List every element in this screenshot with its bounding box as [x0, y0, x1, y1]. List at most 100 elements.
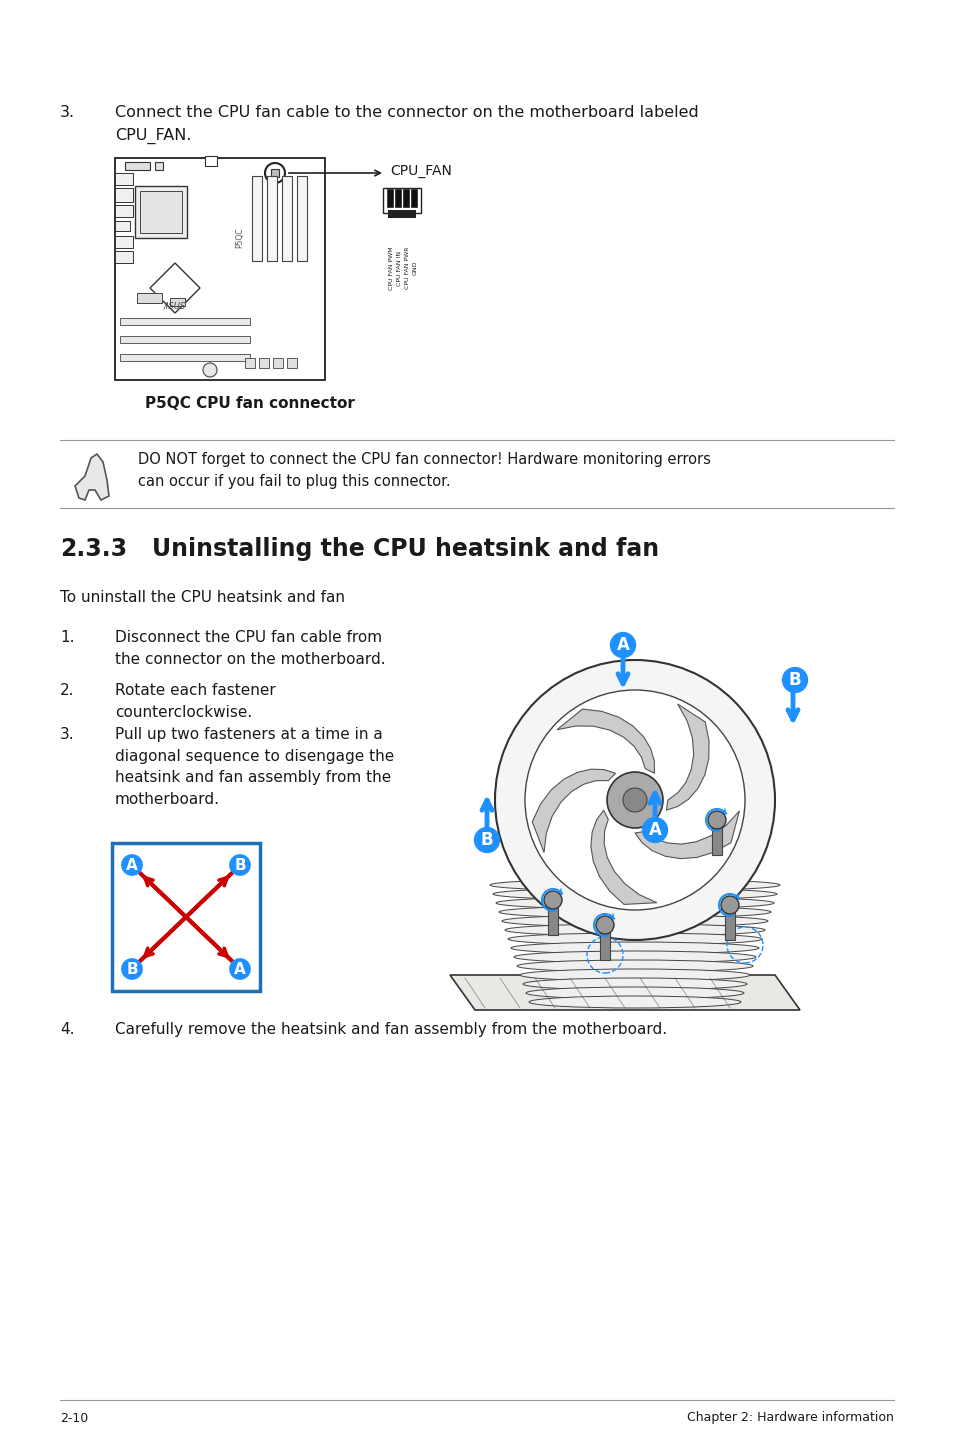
- Bar: [296, 175, 307, 262]
- Bar: [387, 188, 393, 207]
- Bar: [115, 236, 132, 247]
- Circle shape: [622, 788, 646, 812]
- Circle shape: [524, 690, 744, 910]
- Bar: [282, 175, 292, 262]
- Polygon shape: [532, 769, 615, 853]
- Text: P5QC: P5QC: [235, 227, 244, 249]
- Text: CPU FAN IN: CPU FAN IN: [396, 250, 401, 286]
- Text: Carefully remove the heatsink and fan assembly from the motherboard.: Carefully remove the heatsink and fan as…: [115, 1022, 666, 1037]
- Ellipse shape: [522, 978, 746, 989]
- Bar: [382, 188, 420, 213]
- Bar: [120, 354, 250, 361]
- Bar: [205, 155, 216, 165]
- Bar: [170, 298, 185, 306]
- Bar: [258, 358, 269, 368]
- Text: B: B: [126, 962, 137, 976]
- Text: A: A: [648, 821, 660, 838]
- Bar: [273, 358, 283, 368]
- Bar: [115, 206, 132, 217]
- Text: /ISUS: /ISUS: [164, 302, 186, 311]
- Circle shape: [606, 772, 662, 828]
- Ellipse shape: [517, 961, 752, 972]
- Text: B: B: [788, 672, 801, 689]
- Bar: [599, 932, 609, 961]
- Bar: [120, 318, 250, 325]
- Text: CPU FAN PWM: CPU FAN PWM: [389, 246, 394, 290]
- Polygon shape: [450, 975, 800, 1009]
- Circle shape: [265, 162, 285, 183]
- Bar: [135, 186, 187, 239]
- Ellipse shape: [501, 915, 767, 928]
- Text: GND: GND: [413, 260, 417, 275]
- Circle shape: [203, 362, 216, 377]
- Text: Rotate each fastener
counterclockwise.: Rotate each fastener counterclockwise.: [115, 683, 275, 719]
- Text: 3.: 3.: [60, 728, 74, 742]
- Bar: [115, 252, 132, 263]
- Ellipse shape: [493, 889, 776, 900]
- Ellipse shape: [525, 986, 743, 999]
- Bar: [115, 158, 325, 380]
- Ellipse shape: [514, 951, 755, 963]
- Polygon shape: [75, 454, 109, 500]
- Text: CPU_FAN.: CPU_FAN.: [115, 128, 192, 144]
- Text: 2-10: 2-10: [60, 1412, 89, 1425]
- Text: A: A: [233, 962, 246, 976]
- Bar: [402, 188, 409, 207]
- Bar: [271, 170, 278, 177]
- Ellipse shape: [498, 906, 770, 917]
- Text: 2.: 2.: [60, 683, 74, 697]
- Text: CPU_FAN: CPU_FAN: [390, 164, 452, 178]
- Ellipse shape: [490, 879, 780, 892]
- Text: Uninstalling the CPU heatsink and fan: Uninstalling the CPU heatsink and fan: [152, 536, 659, 561]
- Text: To uninstall the CPU heatsink and fan: To uninstall the CPU heatsink and fan: [60, 590, 345, 605]
- Polygon shape: [150, 263, 200, 313]
- Text: 3.: 3.: [60, 105, 75, 119]
- Text: DO NOT forget to connect the CPU fan connector! Hardware monitoring errors
can o: DO NOT forget to connect the CPU fan con…: [138, 452, 710, 489]
- Bar: [724, 912, 734, 940]
- Ellipse shape: [496, 897, 773, 909]
- Text: A: A: [616, 636, 629, 654]
- Bar: [125, 162, 150, 170]
- Polygon shape: [635, 811, 739, 858]
- Text: Chapter 2: Hardware information: Chapter 2: Hardware information: [686, 1412, 893, 1425]
- Circle shape: [543, 892, 561, 909]
- Circle shape: [720, 896, 739, 915]
- Text: A: A: [126, 857, 138, 873]
- Circle shape: [596, 916, 614, 935]
- Bar: [140, 191, 182, 233]
- Polygon shape: [557, 709, 654, 774]
- Bar: [395, 188, 400, 207]
- Bar: [411, 188, 416, 207]
- Bar: [154, 162, 163, 170]
- Bar: [115, 173, 132, 186]
- Bar: [115, 188, 132, 201]
- Text: Pull up two fasteners at a time in a
diagonal sequence to disengage the
heatsink: Pull up two fasteners at a time in a dia…: [115, 728, 394, 807]
- Ellipse shape: [511, 942, 759, 953]
- Bar: [267, 175, 276, 262]
- Text: 1.: 1.: [60, 630, 74, 646]
- Text: 2.3.3: 2.3.3: [60, 536, 127, 561]
- Ellipse shape: [519, 969, 749, 981]
- Polygon shape: [666, 705, 708, 810]
- Text: CPU FAN PWR: CPU FAN PWR: [405, 247, 410, 289]
- Bar: [388, 210, 416, 219]
- Bar: [547, 907, 558, 935]
- Text: Connect the CPU fan cable to the connector on the motherboard labeled: Connect the CPU fan cable to the connect…: [115, 105, 698, 119]
- Bar: [115, 221, 130, 232]
- Circle shape: [495, 660, 774, 940]
- Ellipse shape: [507, 933, 761, 945]
- Bar: [245, 358, 254, 368]
- Circle shape: [707, 811, 725, 828]
- Bar: [287, 358, 296, 368]
- Bar: [137, 293, 162, 303]
- Text: 4.: 4.: [60, 1022, 74, 1037]
- Bar: [112, 843, 260, 991]
- Text: B: B: [233, 857, 246, 873]
- Ellipse shape: [529, 997, 740, 1008]
- Bar: [711, 827, 721, 856]
- Bar: [252, 175, 262, 262]
- Ellipse shape: [504, 925, 764, 936]
- Text: B: B: [480, 831, 493, 848]
- Polygon shape: [590, 810, 657, 905]
- Text: Disconnect the CPU fan cable from
the connector on the motherboard.: Disconnect the CPU fan cable from the co…: [115, 630, 385, 667]
